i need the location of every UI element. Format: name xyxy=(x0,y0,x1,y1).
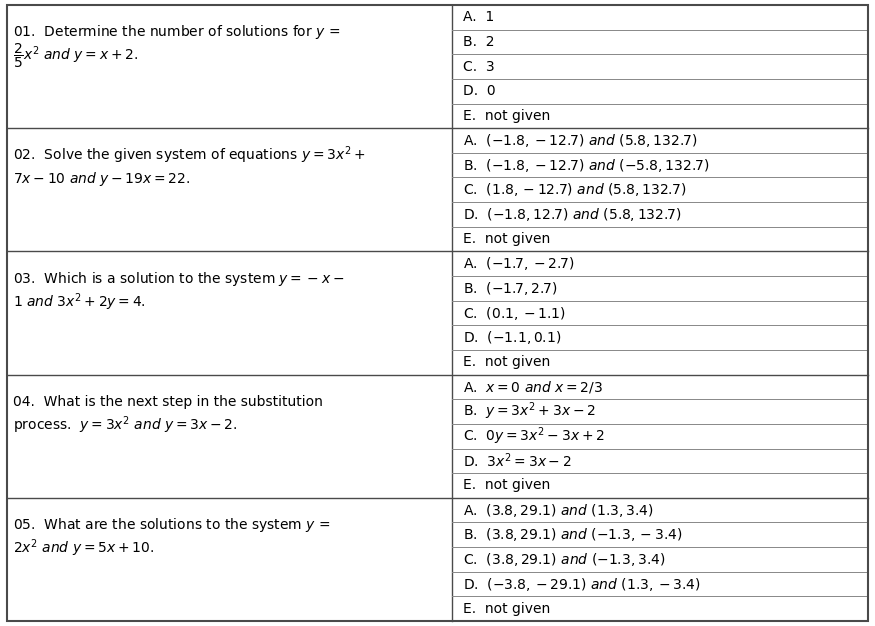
Text: C.  $(3.8, 29.1)$ $\mathit{and}$ $(-1.3, 3.4)$: C. $(3.8, 29.1)$ $\mathit{and}$ $(-1.3, … xyxy=(463,551,665,568)
Text: D.  $(-1.8, 12.7)$ $\mathit{and}$ $(5.8, 132.7)$: D. $(-1.8, 12.7)$ $\mathit{and}$ $(5.8, … xyxy=(463,206,682,223)
Text: C.  $(1.8, -12.7)$ $\mathit{and}$ $(5.8, 132.7)$: C. $(1.8, -12.7)$ $\mathit{and}$ $(5.8, … xyxy=(463,182,686,198)
Text: A.  $(-1.7, -2.7)$: A. $(-1.7, -2.7)$ xyxy=(463,255,575,272)
Text: B.  $(-1.8, -12.7)$ $\mathit{and}$ $(-5.8, 132.7)$: B. $(-1.8, -12.7)$ $\mathit{and}$ $(-5.8… xyxy=(463,156,709,173)
Text: E.  not given: E. not given xyxy=(463,356,550,369)
Text: $2x^2$ $\mathit{and}$ $y = 5x + 10.$: $2x^2$ $\mathit{and}$ $y = 5x + 10.$ xyxy=(13,538,154,559)
Text: D.  $(-1.1, 0.1)$: D. $(-1.1, 0.1)$ xyxy=(463,329,561,346)
Text: 02.  Solve the given system of equations $y = 3x^2 +$: 02. Solve the given system of equations … xyxy=(13,145,366,166)
Text: E.  not given: E. not given xyxy=(463,478,550,493)
Text: A.  $(-1.8, -12.7)$ $\mathit{and}$ $(5.8, 132.7)$: A. $(-1.8, -12.7)$ $\mathit{and}$ $(5.8,… xyxy=(463,132,697,149)
Text: process.  $y = 3x^2$ $\mathit{and}$ $y = 3x - 2.$: process. $y = 3x^2$ $\mathit{and}$ $y = … xyxy=(13,414,237,436)
Text: $\dfrac{2}{5}x^2$ $\mathit{and}$ $y = x + 2.$: $\dfrac{2}{5}x^2$ $\mathit{and}$ $y = x … xyxy=(13,41,138,69)
Text: 01.  Determine the number of solutions for $y$ =: 01. Determine the number of solutions fo… xyxy=(13,23,340,41)
Text: D.  $(-3.8, -29.1)$ $\mathit{and}$ $(1.3, -3.4)$: D. $(-3.8, -29.1)$ $\mathit{and}$ $(1.3,… xyxy=(463,575,700,593)
Text: $1$ $\mathit{and}$ $3x^2 + 2y = 4.$: $1$ $\mathit{and}$ $3x^2 + 2y = 4.$ xyxy=(13,291,146,313)
Text: D.  0: D. 0 xyxy=(463,85,495,98)
Text: C.  $0y = 3x^2 - 3x + 2$: C. $0y = 3x^2 - 3x + 2$ xyxy=(463,426,605,447)
Text: D.  $3x^2 = 3x - 2$: D. $3x^2 = 3x - 2$ xyxy=(463,451,571,470)
Text: B.  $(3.8, 29.1)$ $\mathit{and}$ $(-1.3, -3.4)$: B. $(3.8, 29.1)$ $\mathit{and}$ $(-1.3, … xyxy=(463,526,682,543)
Text: 04.  What is the next step in the substitution: 04. What is the next step in the substit… xyxy=(13,395,323,409)
Text: C.  $(0.1, -1.1)$: C. $(0.1, -1.1)$ xyxy=(463,304,565,322)
Text: A.  $x = 0$ $\mathit{and}$ $x = 2/3$: A. $x = 0$ $\mathit{and}$ $x = 2/3$ xyxy=(463,379,603,395)
Text: 03.  Which is a solution to the system $y = -x -$: 03. Which is a solution to the system $y… xyxy=(13,270,345,287)
Text: 05.  What are the solutions to the system $y$ =: 05. What are the solutions to the system… xyxy=(13,516,331,534)
Text: B.  $(-1.7, 2.7)$: B. $(-1.7, 2.7)$ xyxy=(463,280,557,297)
Text: E.  not given: E. not given xyxy=(463,109,550,123)
Text: E.  not given: E. not given xyxy=(463,232,550,246)
Text: A.  1: A. 1 xyxy=(463,10,493,24)
Text: B.  $y = 3x^2 + 3x - 2$: B. $y = 3x^2 + 3x - 2$ xyxy=(463,401,595,423)
Text: B.  2: B. 2 xyxy=(463,35,494,49)
Text: C.  3: C. 3 xyxy=(463,59,494,74)
Text: A.  $(3.8, 29.1)$ $\mathit{and}$ $(1.3, 3.4)$: A. $(3.8, 29.1)$ $\mathit{and}$ $(1.3, 3… xyxy=(463,501,654,518)
Text: E.  not given: E. not given xyxy=(463,602,550,616)
Text: $7x - 10$ $\mathit{and}$ $y - 19x = 22.$: $7x - 10$ $\mathit{and}$ $y - 19x = 22.$ xyxy=(13,170,191,188)
